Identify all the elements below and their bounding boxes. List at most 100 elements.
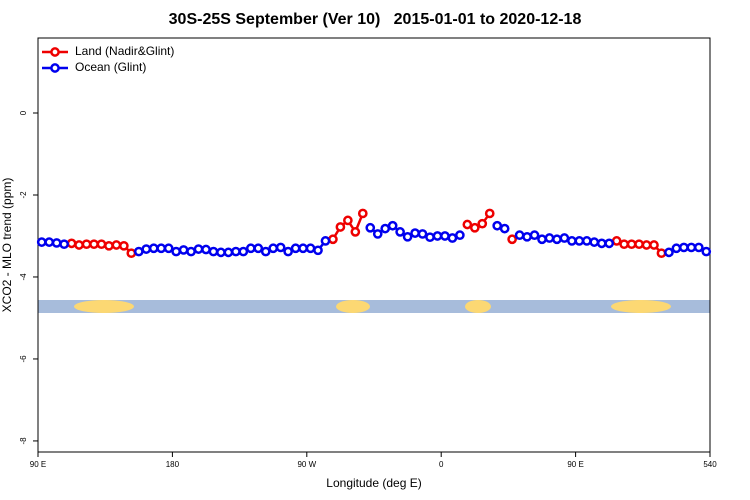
data-point (529, 230, 540, 241)
data-point (44, 237, 55, 247)
data-point (231, 246, 241, 257)
data-point (537, 234, 547, 245)
y-tick-label: 0 (19, 110, 28, 115)
data-point (163, 243, 174, 254)
data-point (275, 242, 286, 253)
data-point (290, 243, 301, 254)
data-point (223, 247, 234, 258)
data-point (611, 236, 622, 246)
land-band (336, 300, 370, 313)
land-band (74, 300, 134, 313)
data-point (417, 229, 428, 239)
data-point (268, 243, 279, 254)
data-point (455, 230, 465, 241)
data-point (148, 243, 159, 254)
data-point (641, 240, 652, 250)
legend-label: Ocean (Glint) (75, 60, 146, 74)
data-point (372, 229, 383, 239)
data-point (395, 227, 405, 237)
data-point (544, 233, 555, 243)
data-point (634, 239, 644, 250)
data-point (596, 238, 607, 249)
data-point (313, 245, 323, 256)
data-point (514, 230, 525, 241)
data-point (440, 231, 450, 241)
data-point (619, 239, 629, 250)
data-point (320, 236, 331, 246)
data-point (365, 222, 376, 233)
data-point (81, 239, 92, 250)
data-point (559, 233, 570, 243)
data-point (36, 237, 47, 247)
data-point (462, 219, 473, 230)
data-point (208, 246, 219, 257)
data-point (305, 243, 316, 254)
chart-title: 30S-25S September (Ver 10) 2015-01-01 to… (169, 11, 582, 28)
data-point (133, 246, 144, 257)
data-point (693, 242, 704, 253)
data-point (343, 215, 353, 226)
data-point (245, 243, 256, 254)
data-point (350, 227, 361, 237)
data-point (567, 236, 577, 246)
data-point (686, 242, 697, 253)
data-point (59, 239, 69, 250)
data-point (104, 240, 114, 251)
legend-marker (50, 47, 60, 57)
x-tick-label: 0 (439, 460, 444, 469)
data-point (260, 246, 271, 257)
data-point (679, 242, 689, 253)
legend-marker (50, 63, 60, 73)
x-tick-label: 90 W (297, 460, 316, 469)
y-tick-label: -8 (19, 437, 28, 445)
data-point (425, 232, 435, 243)
data-point (66, 238, 77, 249)
data-point (447, 233, 458, 243)
land-band (465, 300, 491, 313)
data-point (126, 248, 137, 259)
data-point (552, 234, 562, 245)
data-point (589, 237, 600, 247)
y-axis-label: XCO2 - MLO trend (ppm) (0, 178, 14, 313)
data-point (335, 222, 346, 232)
data-point (507, 234, 517, 245)
y-tick-label: -2 (19, 191, 28, 199)
x-axis-label: Longitude (deg E) (326, 476, 421, 490)
data-point (357, 208, 368, 219)
data-point (701, 246, 712, 257)
data-point (604, 238, 615, 249)
data-point (216, 247, 226, 258)
data-point (581, 236, 592, 246)
data-point (193, 244, 204, 254)
data-point (626, 239, 637, 250)
data-point (111, 240, 122, 250)
data-point (387, 220, 398, 231)
data-point (89, 239, 99, 250)
data-point (574, 236, 585, 246)
data-point (656, 248, 667, 259)
data-point (141, 244, 152, 254)
data-point (51, 238, 62, 248)
x-tick-label: 90 E (30, 460, 46, 469)
data-point (238, 246, 249, 257)
data-point (469, 222, 480, 233)
data-point (664, 247, 674, 258)
data-point (96, 239, 107, 250)
data-point (186, 246, 196, 257)
data-point (328, 234, 338, 245)
data-point (298, 243, 308, 254)
data-point (522, 231, 532, 242)
data-point (649, 240, 659, 250)
data-point (283, 246, 293, 257)
data-point (253, 243, 264, 254)
x-tick-label: 90 E (567, 460, 583, 469)
data-point (499, 223, 510, 234)
data-point (171, 246, 181, 257)
x-tick-label: 540 (703, 460, 717, 469)
data-point (410, 228, 420, 238)
y-tick-label: -4 (19, 273, 28, 281)
data-point (156, 243, 167, 254)
land-band (611, 300, 671, 313)
data-point (201, 244, 211, 255)
